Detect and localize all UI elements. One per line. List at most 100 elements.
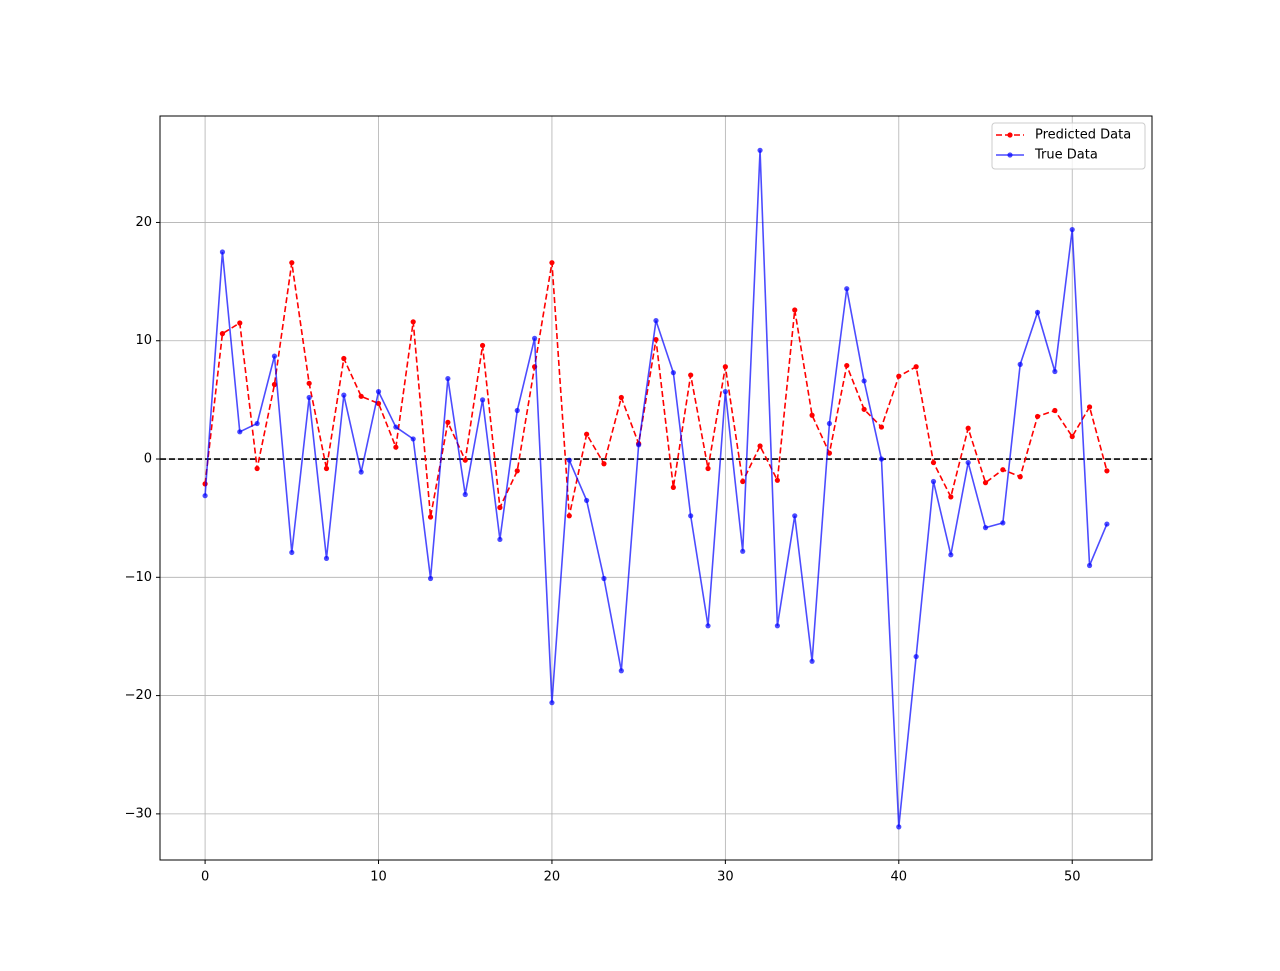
data-point xyxy=(618,668,624,674)
data-point xyxy=(896,373,902,379)
data-point xyxy=(462,491,468,498)
data-point xyxy=(289,549,295,556)
data-point xyxy=(566,457,572,463)
y-tick-label: 10 xyxy=(135,333,152,348)
data-point xyxy=(237,320,243,326)
data-point xyxy=(427,575,434,582)
data-point xyxy=(1034,413,1041,420)
data-point xyxy=(826,420,833,427)
legend-marker xyxy=(1007,152,1013,158)
data-point xyxy=(705,623,711,629)
data-point xyxy=(358,469,364,475)
data-point xyxy=(358,393,364,399)
data-point xyxy=(896,824,902,830)
data-point xyxy=(289,260,295,266)
data-point xyxy=(1104,468,1110,474)
data-point xyxy=(618,394,624,401)
data-point xyxy=(1017,474,1023,480)
data-point xyxy=(497,536,503,543)
data-point xyxy=(948,494,954,500)
data-point xyxy=(462,457,468,463)
data-point xyxy=(514,468,520,474)
legend-label: Predicted Data xyxy=(1035,128,1131,143)
data-point xyxy=(930,478,937,485)
data-point xyxy=(254,465,260,472)
x-tick-label: 0 xyxy=(201,870,209,885)
data-point xyxy=(601,575,607,582)
y-tick-label: 0 xyxy=(144,452,152,467)
data-point xyxy=(323,465,330,472)
data-point xyxy=(653,336,659,343)
data-point xyxy=(393,424,399,430)
data-point xyxy=(445,419,451,425)
x-tick-label: 40 xyxy=(891,870,908,885)
data-point xyxy=(670,370,676,376)
data-point xyxy=(584,497,590,504)
data-point xyxy=(202,493,208,499)
data-point xyxy=(375,388,382,395)
data-point xyxy=(913,364,919,370)
data-point xyxy=(410,436,416,442)
data-point xyxy=(844,286,850,292)
legend-label: True Data xyxy=(1034,148,1098,163)
data-point xyxy=(861,406,867,412)
data-point xyxy=(375,400,382,407)
data-point xyxy=(774,477,780,483)
data-point xyxy=(948,552,954,558)
data-point xyxy=(653,318,659,324)
legend-box xyxy=(991,122,1146,170)
data-point xyxy=(271,353,278,359)
data-point xyxy=(323,555,330,561)
data-point xyxy=(514,407,520,414)
data-point xyxy=(1069,226,1075,233)
data-point xyxy=(566,513,572,519)
data-point xyxy=(809,412,815,418)
data-point xyxy=(341,392,347,398)
x-tick-label: 50 xyxy=(1064,870,1081,885)
data-point xyxy=(688,513,694,519)
data-point xyxy=(445,375,451,382)
data-point xyxy=(688,372,694,378)
plot-frame xyxy=(159,115,1153,861)
data-point xyxy=(965,459,971,466)
data-point xyxy=(740,478,746,485)
data-point xyxy=(549,700,555,706)
data-point xyxy=(1086,404,1093,410)
data-point xyxy=(965,425,971,431)
y-tick-label: 20 xyxy=(135,215,152,230)
data-point xyxy=(1000,520,1006,526)
data-point xyxy=(757,147,763,153)
data-point xyxy=(306,394,312,401)
data-point xyxy=(1104,521,1110,527)
data-point xyxy=(427,514,434,520)
data-point xyxy=(878,424,885,430)
data-point xyxy=(497,504,503,511)
data-point xyxy=(254,420,260,427)
x-tick-label: 10 xyxy=(370,870,387,885)
data-point xyxy=(410,319,416,325)
y-tick-label: −20 xyxy=(125,688,152,703)
data-point xyxy=(982,480,989,486)
data-point xyxy=(930,459,937,466)
x-tick-label: 30 xyxy=(717,870,734,885)
data-point xyxy=(271,381,278,388)
data-point xyxy=(219,331,226,337)
data-point xyxy=(532,335,538,341)
data-point xyxy=(479,342,486,349)
data-point xyxy=(705,465,711,472)
data-point xyxy=(809,658,815,664)
data-point xyxy=(861,378,867,384)
data-point xyxy=(341,355,347,362)
data-point xyxy=(757,443,763,449)
data-point xyxy=(601,461,607,467)
series-line xyxy=(204,150,1108,827)
data-point xyxy=(774,623,780,629)
data-point xyxy=(393,444,399,450)
data-point xyxy=(792,307,798,313)
data-point xyxy=(913,653,919,660)
data-point xyxy=(1052,368,1058,375)
data-point xyxy=(722,388,728,395)
data-point xyxy=(237,429,243,435)
data-point xyxy=(479,397,486,403)
